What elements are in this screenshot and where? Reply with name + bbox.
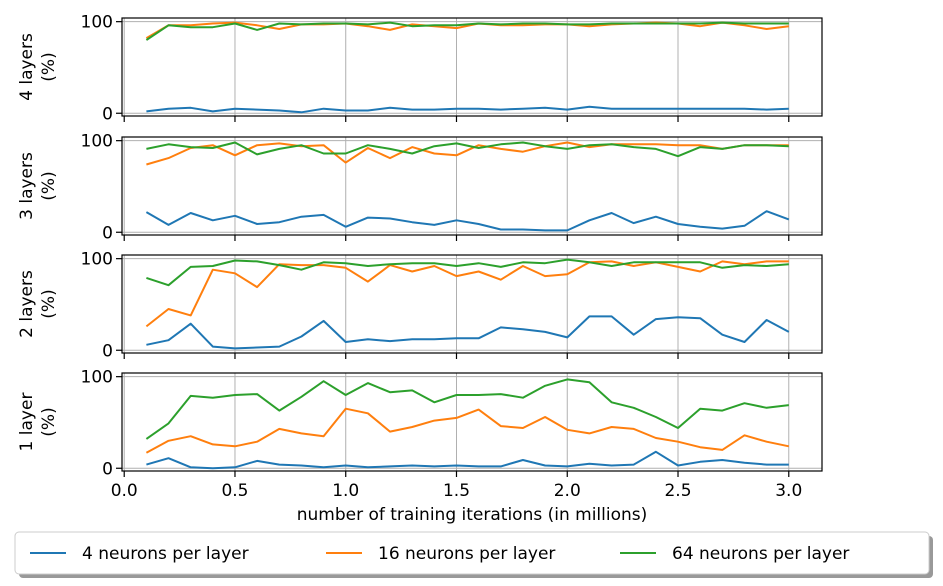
y-tick-label: 100 — [81, 368, 113, 388]
x-tick-label: 1.5 — [443, 481, 470, 501]
legend: 4 neurons per layer 16 neurons per layer 6… — [14, 531, 933, 578]
y-tick-label: 100 — [81, 13, 113, 33]
axes-frame — [121, 254, 823, 354]
panel-2: 0 100 3 layers (%) — [17, 132, 823, 243]
y-axis-label: 2 layers (%) — [17, 270, 59, 338]
y-tick-label: 0 — [102, 341, 113, 361]
series-line — [146, 315, 790, 350]
legend-entry: 64 neurons per layer — [620, 544, 849, 564]
y-tick-label: 0 — [102, 104, 113, 124]
legend-label: 4 neurons per layer — [82, 544, 249, 564]
series-line — [146, 105, 789, 114]
legend-entry: 16 neurons per layer — [326, 544, 555, 564]
axes-frame — [121, 17, 823, 117]
panels: 0 100 4 layers (%) 0 100 3 layers (%) 0 100 2 laye… — [17, 13, 823, 501]
series-line — [146, 450, 789, 470]
y-tick-label: 100 — [81, 132, 113, 152]
panel-4: 0 100 0.0 0.5 1.0 1.5 2.0 2.5 3.0 1 layer (%) — [17, 368, 823, 501]
panel-1: 0 100 4 layers (%) — [17, 13, 823, 124]
x-axis-label: number of training iterations (in millio… — [297, 505, 648, 525]
series-line — [146, 141, 789, 158]
y-axis-label: 1 layer (%) — [17, 393, 59, 452]
series-line — [145, 210, 790, 232]
axes-frame — [121, 372, 823, 472]
series-line — [146, 141, 789, 166]
x-tick-label: 0.0 — [111, 481, 138, 501]
y-tick-label: 100 — [81, 250, 113, 270]
series-line — [145, 407, 790, 454]
y-axis-label: 4 layers (%) — [17, 33, 59, 101]
legend-label: 64 neurons per layer — [672, 544, 849, 564]
x-tick-label: 2.0 — [554, 481, 581, 501]
series-line — [146, 258, 789, 287]
legend-entries: 4 neurons per layer 16 neurons per layer 6… — [30, 544, 849, 564]
y-tick-label: 0 — [102, 459, 113, 479]
panel-3: 0 100 2 layers (%) — [17, 250, 823, 361]
series-line — [145, 260, 789, 328]
y-axis-label: 3 layers (%) — [17, 152, 59, 220]
legend-label: 16 neurons per layer — [378, 544, 555, 564]
series-line — [145, 21, 789, 41]
axes-frame — [121, 136, 823, 236]
series-line — [145, 378, 789, 440]
y-tick-label: 0 — [102, 223, 113, 243]
x-tick-label: 3.0 — [775, 481, 802, 501]
x-tick-label: 0.5 — [221, 481, 248, 501]
x-tick-label: 1.0 — [332, 481, 359, 501]
x-tick-label: 2.5 — [664, 481, 691, 501]
legend-box — [14, 531, 930, 575]
legend-entry: 4 neurons per layer — [30, 544, 249, 564]
